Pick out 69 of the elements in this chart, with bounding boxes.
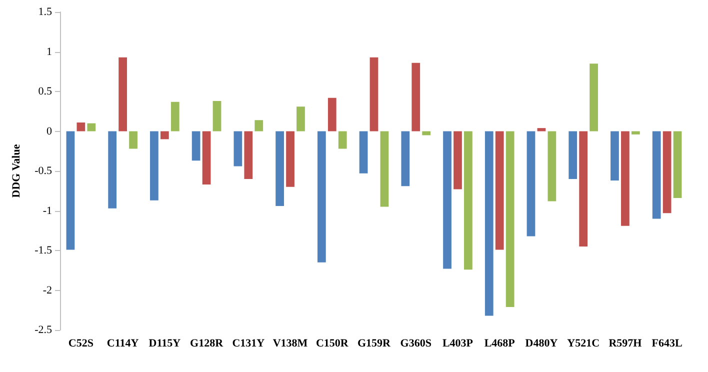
- bar: [160, 131, 169, 140]
- x-tick-label: D115Y: [148, 338, 181, 350]
- x-tick-label: C150R: [316, 338, 350, 350]
- bar: [380, 131, 389, 207]
- y-tick-label: -1.5: [34, 244, 52, 256]
- bar: [118, 57, 127, 132]
- bar: [610, 131, 619, 181]
- bar: [548, 131, 556, 202]
- bar: [244, 131, 253, 179]
- bar: [464, 131, 472, 270]
- x-tick-label: G360S: [400, 338, 432, 350]
- bar: [568, 131, 578, 179]
- y-tick-label: -0.5: [34, 165, 52, 177]
- x-tick-label: L403P: [442, 338, 474, 350]
- x-tick-label: C114Y: [106, 338, 139, 350]
- bar: [212, 101, 222, 132]
- bar: [443, 131, 452, 269]
- x-tick-label: G128R: [190, 338, 224, 350]
- bar: [338, 131, 347, 149]
- x-tick-label: Y521C: [567, 338, 600, 350]
- bar: [317, 131, 326, 262]
- bar: [537, 128, 546, 132]
- bar: [254, 120, 264, 132]
- bar: [150, 131, 158, 200]
- bar: [631, 131, 640, 134]
- y-tick-label: -1: [42, 204, 52, 217]
- x-tick-label: D480Y: [525, 338, 558, 350]
- bar: [621, 131, 630, 226]
- bar: [506, 131, 514, 307]
- bar: [296, 106, 305, 132]
- x-tick-label: R597H: [608, 338, 642, 350]
- x-tick-label: L468P: [484, 338, 516, 350]
- bar: [276, 131, 284, 206]
- bar: [370, 57, 378, 132]
- y-tick-label: 1.5: [38, 6, 52, 18]
- bar: [328, 98, 336, 132]
- bar: [652, 131, 661, 219]
- x-tick-label: V138M: [272, 338, 308, 350]
- bar: [76, 122, 86, 132]
- bar: [401, 131, 410, 186]
- y-tick-label: -2: [42, 284, 52, 296]
- bar: [108, 131, 117, 208]
- bar: [454, 131, 462, 190]
- x-tick-label: C131Y: [232, 338, 265, 350]
- bar: [579, 131, 588, 247]
- bar: [484, 131, 494, 316]
- bar: [526, 131, 536, 236]
- bar: [66, 131, 75, 250]
- bar: [673, 131, 682, 198]
- bar: [234, 131, 242, 166]
- bar: [662, 131, 672, 214]
- bar: [359, 131, 368, 174]
- y-axis-title: DDG Value: [10, 144, 22, 198]
- y-tick-label: 0.5: [38, 86, 52, 98]
- bar: [192, 131, 200, 161]
- y-tick-label: -2.5: [34, 324, 52, 336]
- x-tick-label: C52S: [68, 338, 94, 350]
- bar: [202, 131, 211, 185]
- x-tick-label: F643L: [652, 338, 682, 350]
- y-tick-label: 0: [46, 125, 52, 138]
- bar: [286, 131, 294, 187]
- y-tick-label: 1: [46, 46, 52, 58]
- bar: [170, 102, 180, 132]
- bar: [129, 131, 138, 149]
- bar: [87, 123, 96, 132]
- bar: [590, 64, 598, 132]
- bar: [495, 131, 504, 250]
- bar: [412, 62, 420, 132]
- x-tick-label: G159R: [358, 338, 392, 350]
